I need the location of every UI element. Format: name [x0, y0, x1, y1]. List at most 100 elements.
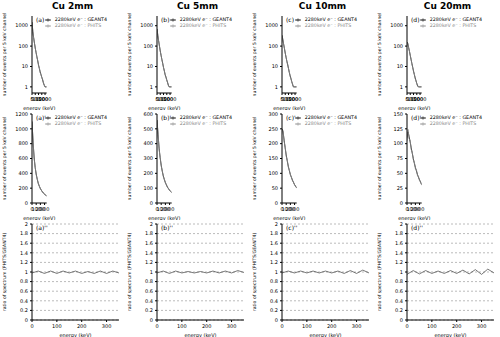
svg-text:0.8: 0.8	[20, 278, 28, 284]
svg-text:250: 250	[268, 126, 278, 132]
svg-text:100: 100	[268, 170, 278, 176]
svg-text:0: 0	[155, 323, 158, 329]
svg-text:50: 50	[397, 170, 403, 176]
svg-text:100: 100	[427, 323, 437, 329]
svg-text:number of events per 5 keV cha: number of events per 5 keV channel	[377, 117, 382, 201]
svg-text:200: 200	[143, 170, 153, 176]
svg-text:100: 100	[393, 140, 403, 146]
svg-text:energy (keV): energy (keV)	[23, 105, 55, 110]
svg-text:energy (keV): energy (keV)	[273, 215, 305, 220]
svg-text:75: 75	[397, 155, 403, 161]
svg-text:300: 300	[143, 155, 153, 161]
svg-text:energy (keV): energy (keV)	[273, 105, 305, 110]
svg-text:number of events per 5 keV cha: number of events per 5 keV channel	[377, 13, 382, 97]
svg-text:1: 1	[400, 269, 403, 275]
svg-text:100: 100	[268, 43, 278, 49]
svg-text:1: 1	[150, 84, 153, 90]
svg-text:0.6: 0.6	[145, 288, 153, 294]
svg-text:1.4: 1.4	[270, 250, 278, 256]
svg-text:100: 100	[18, 43, 28, 49]
svg-text:energy (keV): energy (keV)	[434, 332, 466, 337]
svg-text:100: 100	[143, 185, 153, 191]
svg-text:300: 300	[40, 206, 50, 212]
svg-text:10: 10	[397, 63, 403, 69]
svg-text:1000: 1000	[15, 22, 28, 28]
svg-text:100: 100	[143, 43, 153, 49]
svg-text:10: 10	[22, 63, 28, 69]
svg-text:0: 0	[25, 317, 28, 323]
svg-text:ratio of spectrum (PHITS/GEANT: ratio of spectrum (PHITS/GEANT4)	[252, 233, 257, 312]
svg-text:2: 2	[400, 221, 403, 227]
svg-text:energy (keV): energy (keV)	[398, 105, 430, 110]
svg-text:300: 300	[165, 206, 175, 212]
svg-text:1.8: 1.8	[145, 230, 153, 236]
svg-text:1: 1	[25, 84, 28, 90]
svg-text:200: 200	[202, 323, 212, 329]
svg-text:1.4: 1.4	[145, 250, 153, 256]
svg-text:energy (keV): energy (keV)	[398, 215, 430, 220]
svg-text:125: 125	[393, 126, 403, 132]
svg-text:300: 300	[415, 206, 425, 212]
svg-text:1.6: 1.6	[270, 240, 278, 246]
svg-text:0.2: 0.2	[20, 307, 28, 313]
svg-text:1.2: 1.2	[20, 259, 28, 265]
svg-text:energy (keV): energy (keV)	[148, 215, 180, 220]
svg-text:0.6: 0.6	[20, 288, 28, 294]
svg-text:ratio of spectrum (PHITS/GEANT: ratio of spectrum (PHITS/GEANT4)	[377, 233, 382, 312]
svg-text:500: 500	[143, 126, 153, 132]
svg-text:0: 0	[150, 200, 153, 206]
svg-text:2: 2	[150, 221, 153, 227]
svg-text:400: 400	[18, 170, 28, 176]
svg-text:0: 0	[30, 323, 33, 329]
svg-text:energy (keV): energy (keV)	[23, 215, 55, 220]
svg-text:1.4: 1.4	[395, 250, 403, 256]
svg-text:0.4: 0.4	[270, 298, 278, 304]
svg-text:2000: 2000	[289, 96, 302, 102]
svg-text:1000: 1000	[140, 22, 153, 28]
svg-text:0.2: 0.2	[145, 307, 153, 313]
svg-text:1: 1	[275, 84, 278, 90]
svg-text:energy (keV): energy (keV)	[59, 332, 91, 337]
svg-text:1000: 1000	[265, 22, 278, 28]
svg-text:1.4: 1.4	[20, 250, 28, 256]
svg-text:600: 600	[143, 111, 153, 117]
svg-text:1.8: 1.8	[395, 230, 403, 236]
svg-text:400: 400	[143, 140, 153, 146]
svg-text:300: 300	[227, 323, 237, 329]
svg-text:energy (keV): energy (keV)	[309, 332, 341, 337]
svg-text:1.6: 1.6	[395, 240, 403, 246]
svg-text:0.8: 0.8	[395, 278, 403, 284]
svg-text:0: 0	[275, 317, 278, 323]
svg-text:300: 300	[268, 111, 278, 117]
svg-text:1.6: 1.6	[145, 240, 153, 246]
svg-text:ratio of spectrum (PHITS/GEANT: ratio of spectrum (PHITS/GEANT4)	[127, 233, 132, 312]
svg-text:0.8: 0.8	[145, 278, 153, 284]
svg-text:1.2: 1.2	[270, 259, 278, 265]
svg-text:1000: 1000	[15, 126, 28, 132]
svg-text:1.2: 1.2	[395, 259, 403, 265]
svg-text:0.6: 0.6	[270, 288, 278, 294]
svg-text:200: 200	[18, 185, 28, 191]
svg-text:1: 1	[400, 84, 403, 90]
svg-text:100: 100	[177, 323, 187, 329]
svg-text:1: 1	[275, 269, 278, 275]
svg-text:1.6: 1.6	[20, 240, 28, 246]
svg-text:energy (keV): energy (keV)	[148, 105, 180, 110]
svg-text:0.4: 0.4	[20, 298, 28, 304]
svg-text:0: 0	[275, 200, 278, 206]
svg-text:50: 50	[272, 185, 278, 191]
svg-text:0.8: 0.8	[270, 278, 278, 284]
svg-text:300: 300	[290, 206, 300, 212]
svg-text:200: 200	[452, 323, 462, 329]
svg-text:200: 200	[268, 140, 278, 146]
svg-text:0: 0	[150, 317, 153, 323]
svg-text:0: 0	[400, 200, 403, 206]
svg-text:2000: 2000	[39, 96, 52, 102]
svg-text:1000: 1000	[390, 22, 403, 28]
svg-text:600: 600	[18, 155, 28, 161]
svg-text:number of events per 5 keV cha: number of events per 5 keV channel	[127, 117, 132, 201]
svg-text:300: 300	[352, 323, 362, 329]
svg-text:800: 800	[18, 140, 28, 146]
svg-text:0.4: 0.4	[145, 298, 153, 304]
svg-text:150: 150	[268, 155, 278, 161]
